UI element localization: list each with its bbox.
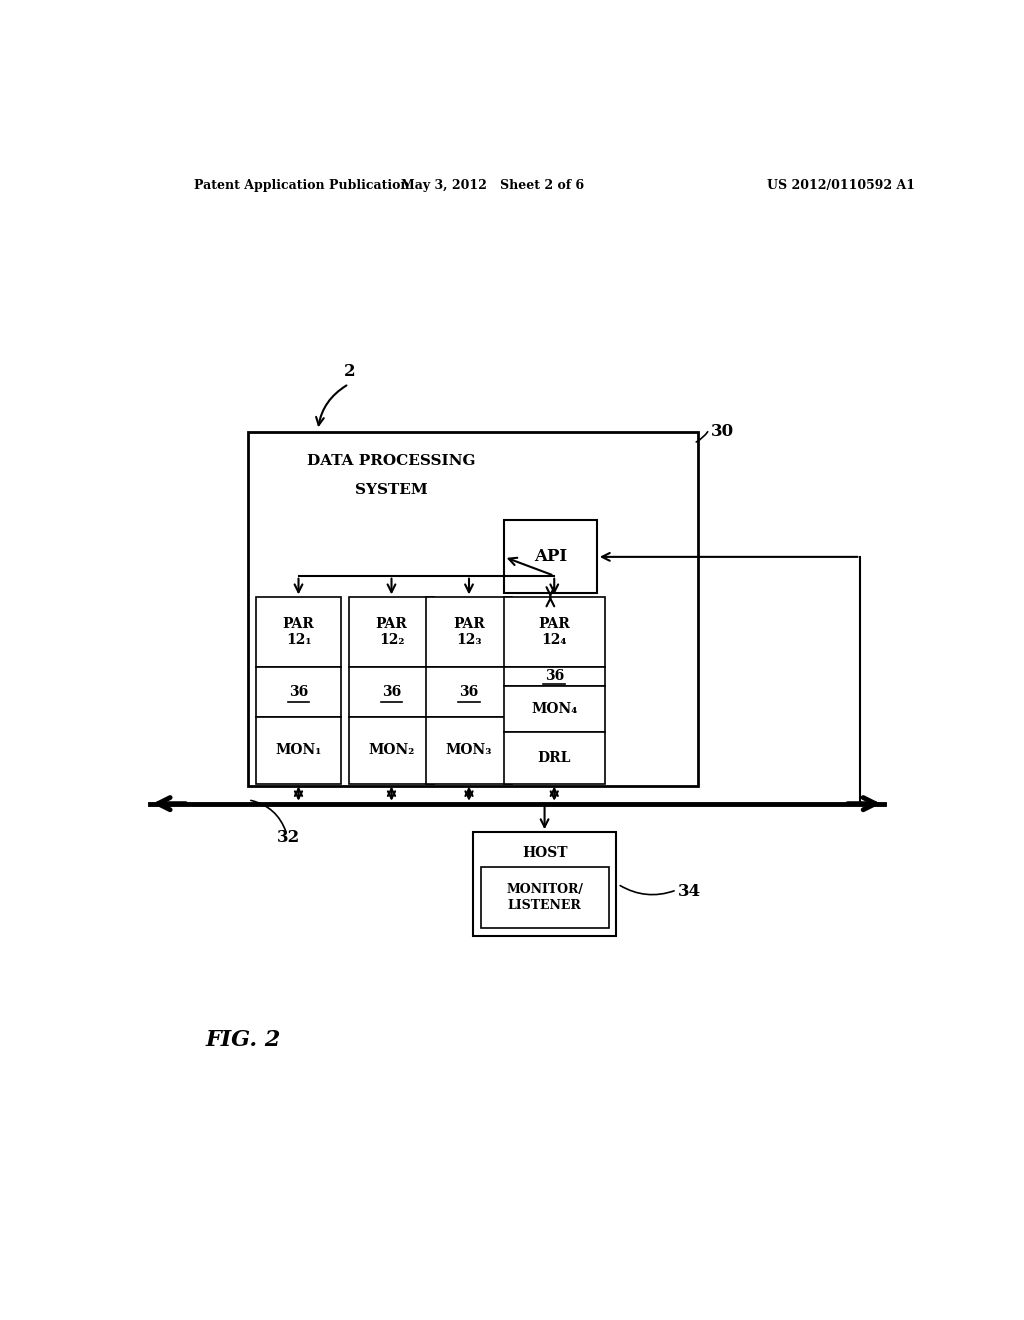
Text: 32: 32 (276, 829, 300, 846)
Text: PAR
12₃: PAR 12₃ (454, 616, 485, 647)
FancyBboxPatch shape (504, 733, 604, 784)
Text: MON₂: MON₂ (369, 743, 415, 758)
FancyBboxPatch shape (256, 667, 341, 717)
Text: FIG. 2: FIG. 2 (206, 1030, 281, 1051)
Text: DATA PROCESSING: DATA PROCESSING (307, 454, 476, 469)
Text: PAR
12₄: PAR 12₄ (539, 616, 570, 647)
Text: MON₁: MON₁ (275, 743, 322, 758)
FancyBboxPatch shape (349, 717, 434, 784)
FancyBboxPatch shape (504, 667, 604, 686)
Text: 30: 30 (711, 422, 734, 440)
FancyBboxPatch shape (426, 667, 512, 717)
Text: May 3, 2012   Sheet 2 of 6: May 3, 2012 Sheet 2 of 6 (400, 178, 584, 191)
Text: MON₃: MON₃ (445, 743, 493, 758)
FancyBboxPatch shape (504, 686, 604, 733)
FancyBboxPatch shape (248, 432, 697, 785)
Text: PAR
12₁: PAR 12₁ (283, 616, 314, 647)
Text: Patent Application Publication: Patent Application Publication (194, 178, 410, 191)
Text: 36: 36 (460, 685, 478, 698)
FancyBboxPatch shape (349, 667, 434, 717)
FancyBboxPatch shape (256, 717, 341, 784)
Text: US 2012/0110592 A1: US 2012/0110592 A1 (767, 178, 915, 191)
Text: API: API (534, 548, 567, 565)
FancyBboxPatch shape (504, 520, 597, 594)
FancyBboxPatch shape (473, 832, 616, 936)
Text: 2: 2 (343, 363, 355, 380)
Text: 36: 36 (382, 685, 401, 698)
Text: HOST: HOST (522, 846, 567, 859)
FancyBboxPatch shape (426, 598, 512, 667)
FancyBboxPatch shape (480, 867, 608, 928)
Text: PAR
12₂: PAR 12₂ (376, 616, 408, 647)
FancyBboxPatch shape (349, 598, 434, 667)
Text: MON₄: MON₄ (531, 702, 578, 715)
Text: 36: 36 (289, 685, 308, 698)
Text: 36: 36 (545, 669, 564, 684)
FancyBboxPatch shape (426, 717, 512, 784)
Text: DRL: DRL (538, 751, 571, 764)
Text: 34: 34 (678, 883, 701, 900)
FancyBboxPatch shape (256, 598, 341, 667)
Text: SYSTEM: SYSTEM (355, 483, 428, 496)
Text: MONITOR/
LISTENER: MONITOR/ LISTENER (506, 883, 583, 912)
FancyBboxPatch shape (504, 598, 604, 667)
